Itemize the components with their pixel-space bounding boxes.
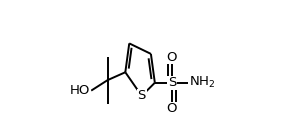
Text: NH$_2$: NH$_2$ [189,75,215,90]
Text: O: O [167,51,177,64]
Text: S: S [168,76,176,89]
Text: S: S [137,89,146,102]
Text: HO: HO [70,84,90,97]
Text: O: O [167,103,177,116]
